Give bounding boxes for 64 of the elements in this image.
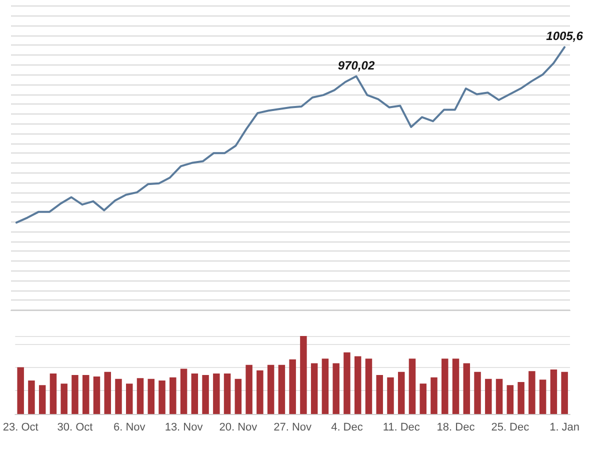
bar [310, 363, 318, 414]
bar [452, 358, 460, 414]
bar [344, 352, 350, 414]
x-tick-label: 18. Dec [436, 422, 476, 434]
data-label: 970,02 [338, 58, 375, 72]
bar [126, 384, 133, 414]
bar [38, 385, 46, 414]
x-tick-label: 13. Nov [164, 422, 204, 434]
bar [300, 336, 307, 414]
bar [115, 378, 122, 414]
bar [528, 371, 536, 414]
bar [485, 378, 492, 414]
x-tick-label: 1. Jan [550, 422, 580, 434]
bar [191, 373, 198, 414]
x-tick-label: 6. Nov [113, 422, 146, 434]
bar [202, 375, 209, 414]
bar [398, 372, 405, 414]
bar [561, 372, 568, 414]
bar [234, 378, 242, 414]
bar [213, 373, 220, 414]
bar [267, 364, 274, 414]
x-tick-label: 11. Dec [382, 422, 420, 434]
bar [442, 358, 448, 414]
bar [158, 380, 166, 414]
bar [496, 378, 503, 414]
bar [136, 378, 144, 414]
x-tick-label: 4. Dec [331, 422, 364, 434]
bar [387, 377, 394, 414]
x-tick-label: 23. Oct [2, 422, 38, 434]
bar [93, 376, 100, 414]
bar [365, 358, 372, 414]
bar [28, 380, 35, 414]
bar [463, 363, 470, 414]
bar [518, 382, 524, 414]
bar [322, 358, 329, 414]
bar [180, 368, 188, 414]
bar [72, 375, 78, 414]
bar [376, 375, 383, 414]
bar [256, 370, 264, 414]
x-tick-label: 25. Dec [491, 422, 530, 434]
bar [246, 364, 252, 414]
x-tick-label: 30. Oct [57, 422, 93, 434]
bar [408, 358, 416, 414]
bar [430, 377, 438, 414]
bar [354, 356, 362, 414]
bar [148, 378, 155, 414]
data-label: 1005,6 [546, 29, 584, 44]
bar [82, 375, 90, 414]
bar [50, 373, 57, 414]
bar [17, 367, 24, 414]
bar [278, 364, 286, 414]
bar [539, 380, 546, 414]
bar [60, 384, 68, 414]
bar [420, 384, 426, 414]
bar [170, 377, 176, 414]
x-tick-label: 20. Nov [219, 422, 258, 434]
bar [224, 373, 231, 414]
bar [289, 359, 296, 414]
bar [550, 370, 558, 414]
bar [104, 372, 111, 414]
x-tick-label: 27. Nov [274, 422, 312, 434]
bar [332, 363, 340, 414]
bar [506, 385, 514, 414]
bar [474, 372, 481, 414]
